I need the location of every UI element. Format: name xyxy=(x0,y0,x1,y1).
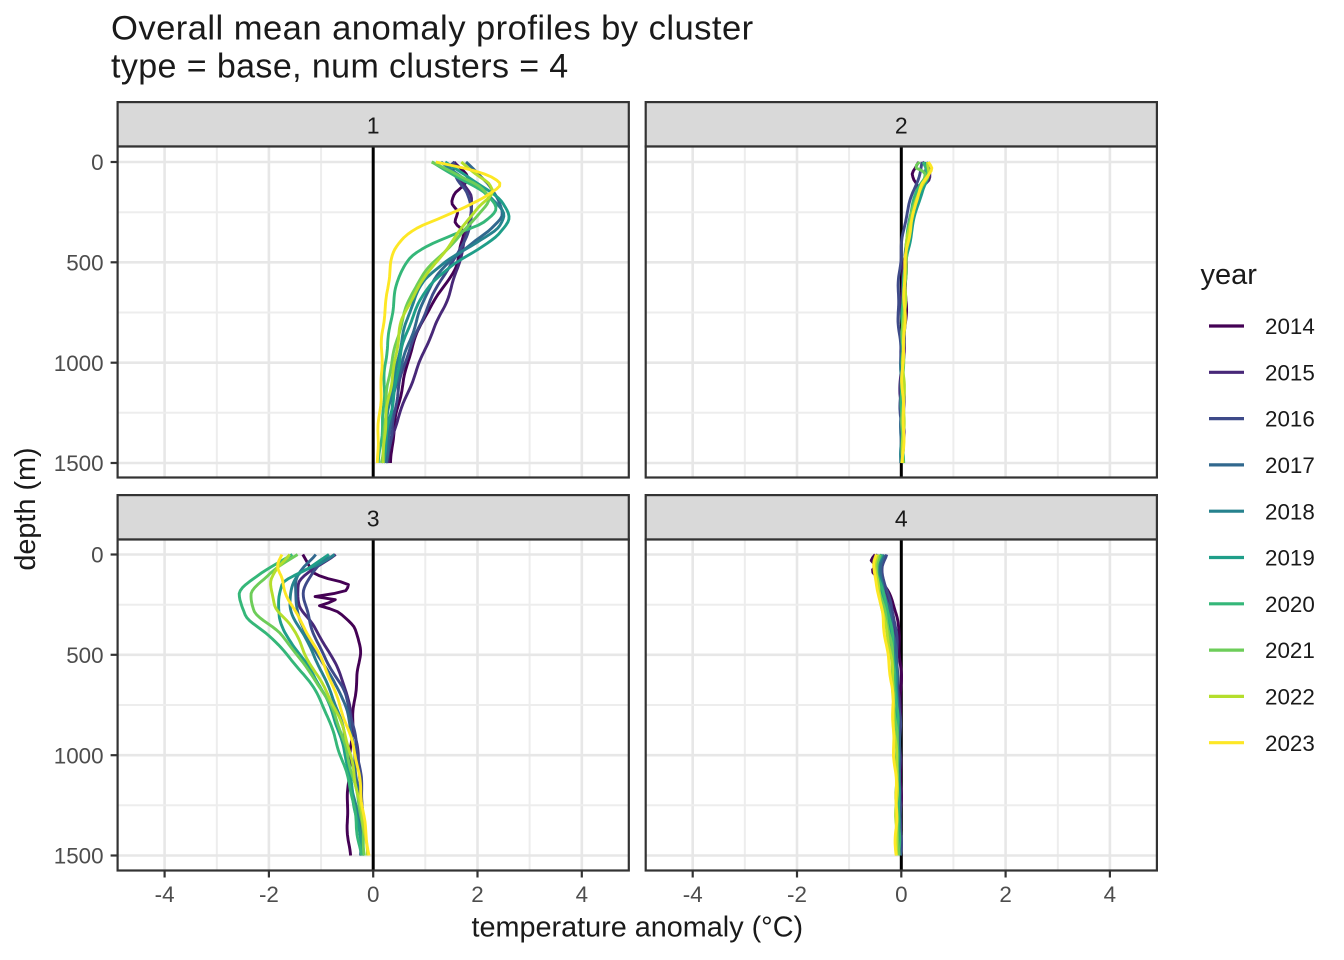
svg-text:500: 500 xyxy=(66,643,103,668)
svg-text:2016: 2016 xyxy=(1265,407,1315,432)
svg-text:0: 0 xyxy=(367,882,379,907)
svg-text:2021: 2021 xyxy=(1265,638,1315,663)
svg-text:1000: 1000 xyxy=(54,743,104,768)
svg-text:2014: 2014 xyxy=(1265,314,1315,339)
svg-text:1000: 1000 xyxy=(54,351,104,376)
svg-text:-2: -2 xyxy=(787,882,807,907)
svg-text:2: 2 xyxy=(895,113,908,139)
svg-text:0: 0 xyxy=(91,150,103,175)
svg-text:-2: -2 xyxy=(259,882,279,907)
svg-text:2015: 2015 xyxy=(1265,360,1315,385)
svg-text:0: 0 xyxy=(91,543,103,568)
svg-text:year: year xyxy=(1201,259,1258,291)
svg-text:3: 3 xyxy=(367,506,380,532)
svg-text:-4: -4 xyxy=(155,882,175,907)
svg-text:4: 4 xyxy=(895,506,908,532)
svg-text:1500: 1500 xyxy=(54,844,104,869)
svg-text:500: 500 xyxy=(66,250,103,275)
svg-text:2020: 2020 xyxy=(1265,592,1315,617)
svg-text:Overall mean anomaly profiles: Overall mean anomaly profiles by cluster xyxy=(111,10,754,48)
svg-text:2023: 2023 xyxy=(1265,731,1315,756)
svg-text:2: 2 xyxy=(999,882,1011,907)
svg-text:2018: 2018 xyxy=(1265,499,1315,524)
svg-text:2017: 2017 xyxy=(1265,453,1315,478)
svg-text:1: 1 xyxy=(367,113,380,139)
svg-text:temperature anomaly (°C): temperature anomaly (°C) xyxy=(471,912,803,944)
svg-text:depth (m): depth (m) xyxy=(10,447,42,570)
svg-text:2019: 2019 xyxy=(1265,546,1315,571)
svg-text:-4: -4 xyxy=(683,882,703,907)
svg-text:1500: 1500 xyxy=(54,451,104,476)
svg-text:4: 4 xyxy=(576,882,588,907)
svg-text:2: 2 xyxy=(471,882,483,907)
svg-text:0: 0 xyxy=(895,882,907,907)
svg-text:4: 4 xyxy=(1104,882,1116,907)
svg-text:2022: 2022 xyxy=(1265,685,1315,710)
svg-text:type = base, num clusters = 4: type = base, num clusters = 4 xyxy=(111,48,569,86)
